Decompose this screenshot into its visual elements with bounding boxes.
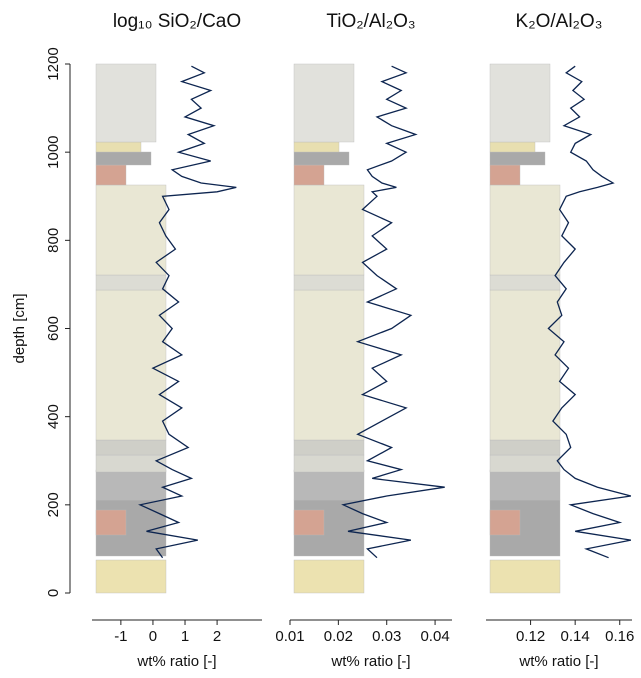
y-tick-label: 200	[45, 492, 62, 517]
y-tick-label: 1000	[45, 135, 62, 168]
lithology-layer	[293, 184, 365, 276]
y-axis-label: depth [cm]	[11, 293, 28, 363]
lithology-layer	[95, 274, 167, 291]
panel-title: TiO₂/Al₂O₃	[326, 11, 415, 32]
x-tick-label: 0.02	[324, 628, 353, 645]
x-tick-label: 1	[181, 628, 189, 645]
data-line	[138, 65, 237, 559]
lithology-layer	[293, 439, 365, 456]
lithology-layer	[489, 469, 561, 501]
lithology-layer	[489, 151, 546, 166]
lithology-layer	[95, 151, 152, 166]
panel-title: log₁₀ SiO₂/CaO	[113, 11, 241, 32]
lithology-layer	[293, 559, 365, 594]
lithology-layer	[95, 559, 167, 594]
lithology-layer	[95, 141, 142, 153]
lithology-layer	[489, 454, 561, 473]
lithology-layer	[293, 289, 365, 441]
lithology-layer	[489, 559, 561, 594]
lithology-layer	[489, 184, 561, 276]
data-line	[547, 65, 632, 559]
lithology-layer	[293, 141, 340, 153]
lithology-layer	[95, 184, 167, 276]
x-tick-label: 2	[213, 628, 221, 645]
x-tick-label: 0	[149, 628, 157, 645]
lithology-layer	[293, 509, 325, 536]
lithology-layer	[95, 509, 127, 536]
lithology-layer	[95, 164, 127, 186]
lithology-layer	[489, 509, 521, 536]
lithology-layer	[293, 454, 365, 473]
lithology-layer	[489, 274, 561, 291]
lithology-layer	[489, 141, 536, 153]
lithology-layer	[489, 439, 561, 456]
lithology-layer	[95, 439, 167, 456]
y-tick-label: 400	[45, 404, 62, 429]
lithology-layer	[293, 164, 325, 186]
x-tick-label: 0.04	[420, 628, 449, 645]
lithology-layer	[293, 274, 365, 291]
lithology-layer	[489, 164, 521, 186]
lithology-layer	[489, 63, 551, 143]
lithology-layer	[95, 289, 167, 441]
x-tick-label: 0.01	[275, 628, 304, 645]
data-line	[341, 65, 445, 559]
lithology-layer	[489, 289, 561, 441]
x-axis-label: wt% ratio [-]	[136, 653, 216, 670]
lithology-layer	[293, 469, 365, 501]
x-tick-label: 0.14	[561, 628, 590, 645]
y-tick-label: 0	[45, 589, 62, 597]
x-axis-label: wt% ratio [-]	[518, 653, 598, 670]
x-tick-label: 0.16	[605, 628, 634, 645]
lithology-layer	[95, 63, 157, 143]
y-tick-label: 600	[45, 316, 62, 341]
panel-title: K₂O/Al₂O₃	[516, 11, 603, 32]
y-tick-label: 800	[45, 228, 62, 253]
lithology-layer	[95, 454, 167, 473]
x-tick-label: 0.03	[372, 628, 401, 645]
lithology-layer	[95, 469, 167, 501]
lithology-layer	[293, 63, 355, 143]
x-tick-label: 0.12	[516, 628, 545, 645]
x-tick-label: -1	[114, 628, 127, 645]
x-axis-label: wt% ratio [-]	[330, 653, 410, 670]
y-tick-label: 1200	[45, 47, 62, 80]
lithology-layer	[293, 151, 350, 166]
